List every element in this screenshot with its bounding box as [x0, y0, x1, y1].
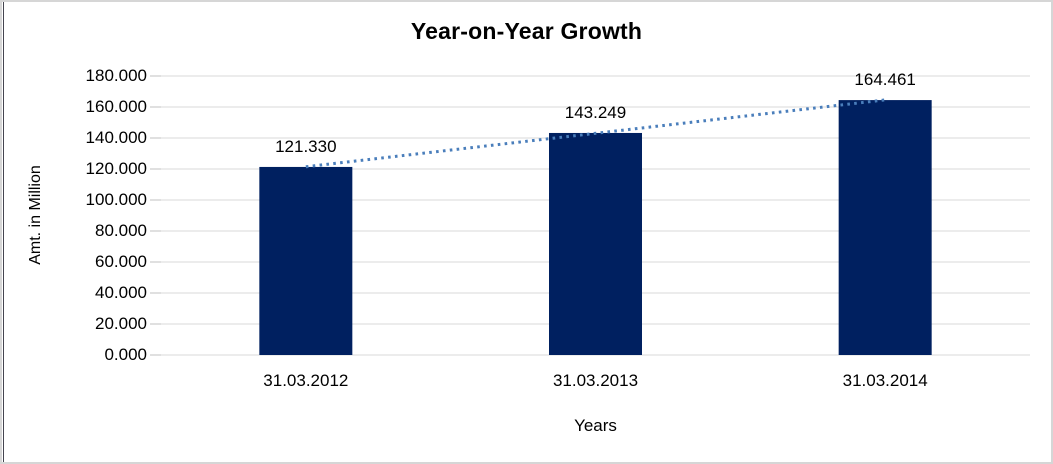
y-tick-label: 180.000 — [85, 66, 147, 85]
bar-data-label: 121.330 — [275, 136, 337, 156]
y-tick-label: 160.000 — [85, 97, 147, 116]
bar — [838, 100, 932, 355]
bar — [259, 166, 353, 355]
bar-data-label: 164.461 — [854, 70, 916, 90]
y-tick-label: 0.000 — [104, 345, 147, 364]
trendline — [305, 98, 886, 169]
x-tick-label: 31.03.2014 — [842, 371, 928, 390]
bar-data-label: 143.249 — [564, 102, 627, 122]
y-tick-label: 140.000 — [85, 128, 147, 147]
y-tick-label: 80.000 — [95, 221, 147, 240]
bar — [549, 132, 642, 355]
chart-title: Year-on-Year Growth — [410, 18, 643, 44]
x-tick-label: 31.03.2013 — [552, 371, 639, 390]
x-axis-title: Years — [574, 416, 617, 435]
y-tick-label: 40.000 — [95, 283, 147, 302]
y-tick-label: 100.000 — [85, 190, 147, 209]
y-tick-label: 60.000 — [95, 252, 147, 271]
y-tick-label: 120.000 — [85, 159, 147, 178]
left-edge-line — [3, 2, 4, 462]
y-tick-label: 20.000 — [95, 314, 147, 333]
x-tick-label: 31.03.2012 — [263, 371, 349, 390]
